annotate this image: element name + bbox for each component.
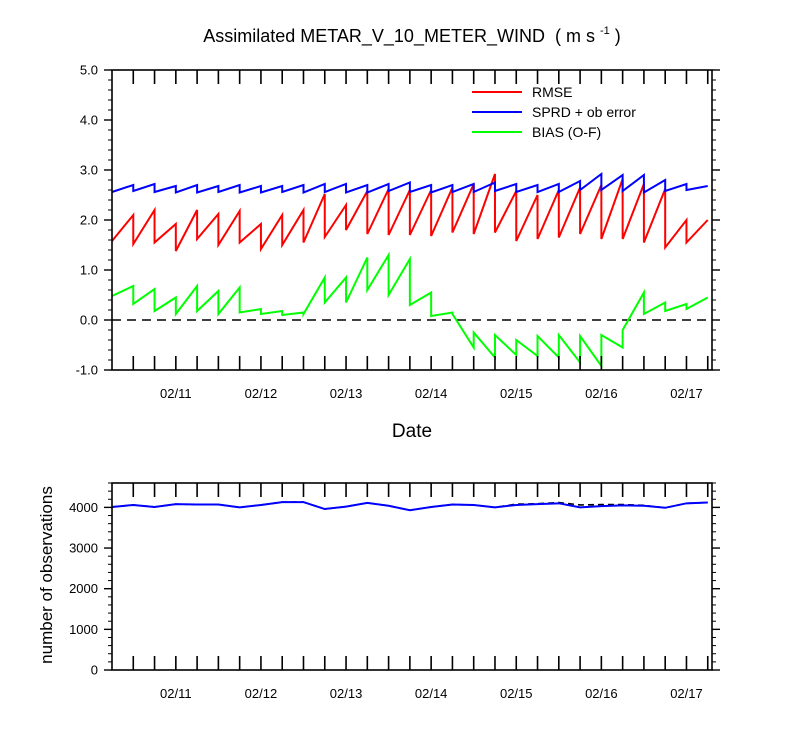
top-xtick-label: 02/15 <box>500 386 533 401</box>
legend: RMSE SPRD + ob error BIAS (O-F) <box>472 84 636 140</box>
bottom-xtick-label: 02/17 <box>670 686 703 701</box>
chart-title-main: Assimilated METAR_V_10_METER_WIND <box>203 26 545 47</box>
top-series-sprd-ob-error <box>111 171 708 195</box>
bottom-ytick-label: 3000 <box>69 541 98 556</box>
top-series-rmse <box>111 173 709 253</box>
bottom-xtick-label: 02/14 <box>415 686 448 701</box>
chart-title-units: ( m s <box>555 26 595 46</box>
bottom-xtick-label: 02/16 <box>585 686 618 701</box>
bottom-panel: 0 1000 2000 3000 4000 02/11 02/12 02/13 02/14 02/… <box>69 482 720 701</box>
bottom-ytick-label: 1000 <box>69 622 98 637</box>
bottom-xtick-label: 02/11 <box>160 686 192 701</box>
top-panel-series <box>111 171 709 370</box>
legend-label: RMSE <box>532 84 572 100</box>
y-axis-label-observations: number of observations <box>37 486 56 664</box>
top-ytick-label: 3.0 <box>80 163 98 178</box>
top-xtick-label: 02/12 <box>245 386 278 401</box>
bottom-xtick-label: 02/12 <box>245 686 278 701</box>
top-xtick-label: 02/14 <box>415 386 448 401</box>
top-series-bias-o-f <box>111 251 709 370</box>
bottom-ytick-label: 0 <box>91 663 98 678</box>
top-ytick-label: 4.0 <box>80 113 98 128</box>
bottom-xtick-label: 02/13 <box>330 686 363 701</box>
top-ytick-label: 5.0 <box>80 63 98 78</box>
top-panel: -1.0 0.0 1.0 2.0 3.0 4.0 5.0 02/11 02/12 02/13 02/… <box>76 63 720 401</box>
top-xtick-label: 02/13 <box>330 386 363 401</box>
bottom-xtick-label: 02/15 <box>500 686 533 701</box>
bottom-panel-axes: 0 1000 2000 3000 4000 02/11 02/12 02/13 02/14 02/… <box>69 482 720 701</box>
legend-label: SPRD + ob error <box>532 104 636 120</box>
bottom-plot-frame <box>111 482 713 671</box>
chart-title-units-close: ) <box>615 26 621 46</box>
chart-title: Assimilated METAR_V_10_METER_WIND ( m s … <box>203 18 621 47</box>
x-axis-label: Date <box>392 421 432 442</box>
bottom-series-assimilated <box>111 501 708 512</box>
top-ytick-label: 0.0 <box>80 313 98 328</box>
top-ytick-label: 1.0 <box>80 263 98 278</box>
top-ytick-label: 2.0 <box>80 213 98 228</box>
chart-title-units-sup: -1 <box>600 25 610 37</box>
top-xtick-label: 02/17 <box>670 386 703 401</box>
legend-label: BIAS (O-F) <box>532 124 601 140</box>
top-ytick-label: -1.0 <box>76 363 98 378</box>
top-xtick-label: 02/11 <box>160 386 192 401</box>
bottom-panel-series <box>111 501 708 512</box>
top-xtick-label: 02/16 <box>585 386 618 401</box>
bottom-ytick-label: 2000 <box>69 581 98 596</box>
bottom-ytick-label: 4000 <box>69 500 98 515</box>
top-panel-axes: -1.0 0.0 1.0 2.0 3.0 4.0 5.0 02/11 02/12 02/13 02/… <box>76 63 720 401</box>
